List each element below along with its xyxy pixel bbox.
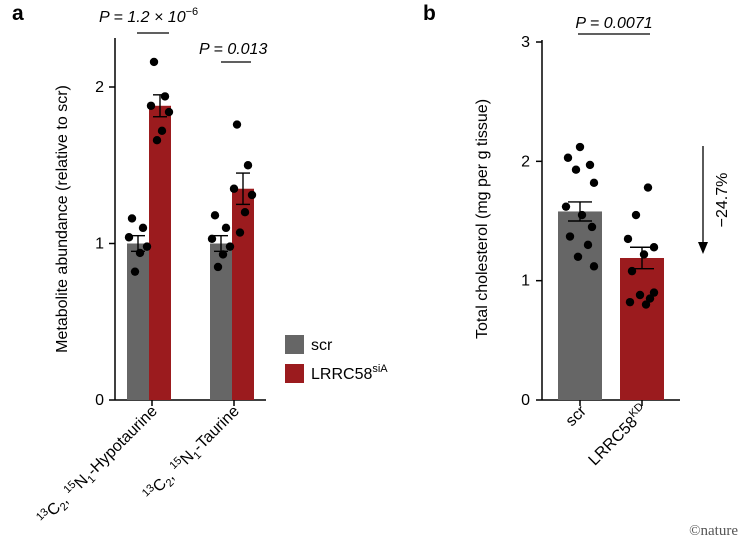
a-y-axis-label: Metabolite abundance (relative to scr) (54, 85, 71, 353)
a-point-0-0-0 (127, 214, 137, 223)
a-point-1-1-0 (232, 120, 242, 129)
b-point-0-10 (573, 252, 583, 262)
a-bars (127, 105, 254, 400)
b-point-0-1 (563, 153, 573, 162)
legend-label-lrrc58: LRRC58siA (311, 363, 388, 383)
chart-b: Total cholesterol (mg per g tissue) 0 1 2 3… (474, 15, 731, 469)
b-point-0-2 (585, 160, 595, 170)
a-point-0-0-2 (124, 233, 134, 242)
b-point-1-2 (623, 234, 633, 244)
legend-label-scr-text: scr (311, 337, 333, 354)
b-point-0-6 (577, 210, 587, 220)
b-point-1-5 (627, 266, 637, 276)
a-x-label-1-part-7: -Taurine (190, 403, 243, 456)
b-point-0-9 (583, 240, 593, 250)
panel-a-label: a (12, 2, 24, 25)
a-point-1-0-2 (146, 101, 156, 110)
a-point-1-0-5 (152, 136, 162, 145)
b-point-1-10 (641, 300, 651, 309)
a-point-1-0-1 (160, 92, 170, 101)
a-point-1-1-3 (247, 190, 257, 200)
a-bar-scr-0 (127, 243, 149, 400)
a-point-0-1-0 (210, 211, 220, 220)
b-change-annotation: −24.7% (714, 173, 731, 228)
b-x-label-lrrc58: LRRC58KD (583, 401, 651, 469)
legend-label-scr: scr (311, 337, 333, 354)
a-point-0-1-3 (225, 242, 235, 251)
b-point-1-8 (645, 294, 655, 303)
b-point-0-7 (587, 222, 597, 232)
a-y-tick-label-1: 1 (95, 236, 104, 253)
b-y-tick-label-0: 0 (521, 392, 530, 409)
b-point-1-4 (639, 250, 649, 259)
a-sig-label-1: P = 1.2 × 10−6 (99, 6, 198, 26)
a-point-0-1-4 (218, 250, 228, 259)
a-x-label-0: 13C2, 15N1-Hypotaurine (34, 401, 163, 530)
b-point-0-3 (571, 165, 581, 174)
b-point-1-6 (649, 288, 659, 297)
legend-label-lrrc58-text: LRRC58 (311, 366, 372, 383)
b-points (561, 142, 659, 309)
a-point-0-0-3 (142, 242, 152, 251)
a-y-ticks: 0 1 2 (95, 79, 115, 409)
b-arrow-head (698, 242, 708, 254)
a-x-label-0-part-7: -Hypotaurine (84, 403, 161, 480)
b-point-0-4 (589, 178, 599, 188)
a-point-1-0-3 (164, 107, 174, 117)
a-points (124, 57, 257, 276)
b-bars (558, 211, 664, 400)
b-bar-0 (558, 211, 602, 400)
b-change-arrow (698, 146, 708, 254)
a-point-1-1-4 (240, 208, 250, 217)
b-point-0-8 (565, 232, 575, 241)
b-point-1-1 (631, 210, 641, 220)
a-point-1-1-1 (243, 161, 253, 170)
b-x-label-lrrc58-text: LRRC58 (586, 414, 641, 469)
legend-swatch-lrrc58 (285, 364, 304, 383)
a-point-1-0-4 (157, 126, 167, 136)
nature-credit: ©nature (689, 523, 738, 539)
b-sig-label: P = 0.0071 (575, 15, 652, 32)
b-y-tick-label-1: 1 (521, 273, 530, 290)
a-point-0-0-4 (135, 248, 145, 258)
a-legend: scr LRRC58siA (285, 335, 388, 383)
chart-a: Metabolite abundance (relative to scr) 0… (34, 6, 388, 530)
b-point-0-11 (589, 262, 599, 271)
b-y-tick-label-3: 3 (521, 34, 530, 51)
b-y-ticks: 0 1 2 3 (521, 34, 542, 409)
b-bar-1 (620, 257, 664, 400)
legend-label-lrrc58-sup: siA (372, 363, 388, 375)
a-point-0-1-2 (207, 234, 217, 244)
a-sig-text-1: P = 1.2 × 10 (99, 9, 186, 26)
b-x-label-scr: scr (563, 402, 591, 430)
b-x-label-scr-text: scr (563, 402, 591, 430)
panel-b-label: b (423, 2, 436, 25)
b-point-1-9 (625, 297, 635, 307)
a-point-0-1-1 (221, 223, 231, 233)
a-point-1-0-0 (149, 57, 159, 67)
a-sig-label-2: P = 0.013 (199, 41, 267, 58)
a-bar-lrrc58-1 (232, 188, 254, 400)
a-y-tick-label-0: 0 (95, 392, 104, 409)
a-point-0-0-1 (138, 223, 148, 233)
a-bar-scr-1 (210, 243, 232, 400)
legend-swatch-scr (285, 335, 304, 354)
b-point-0-0 (575, 142, 585, 152)
a-point-0-0-5 (130, 267, 140, 276)
a-sig-sup-1: −6 (186, 6, 199, 18)
a-y-tick-label-2: 2 (95, 79, 104, 96)
b-point-1-0 (643, 183, 653, 192)
b-point-0-5 (561, 202, 571, 211)
b-point-1-3 (649, 243, 659, 252)
b-point-1-7 (635, 290, 645, 300)
b-y-axis-label: Total cholesterol (mg per g tissue) (474, 99, 491, 339)
a-point-1-1-2 (229, 184, 239, 193)
b-y-tick-label-2: 2 (521, 153, 530, 170)
a-point-1-1-5 (235, 228, 245, 237)
a-point-0-1-5 (213, 262, 223, 272)
a-bar-lrrc58-0 (149, 105, 171, 400)
